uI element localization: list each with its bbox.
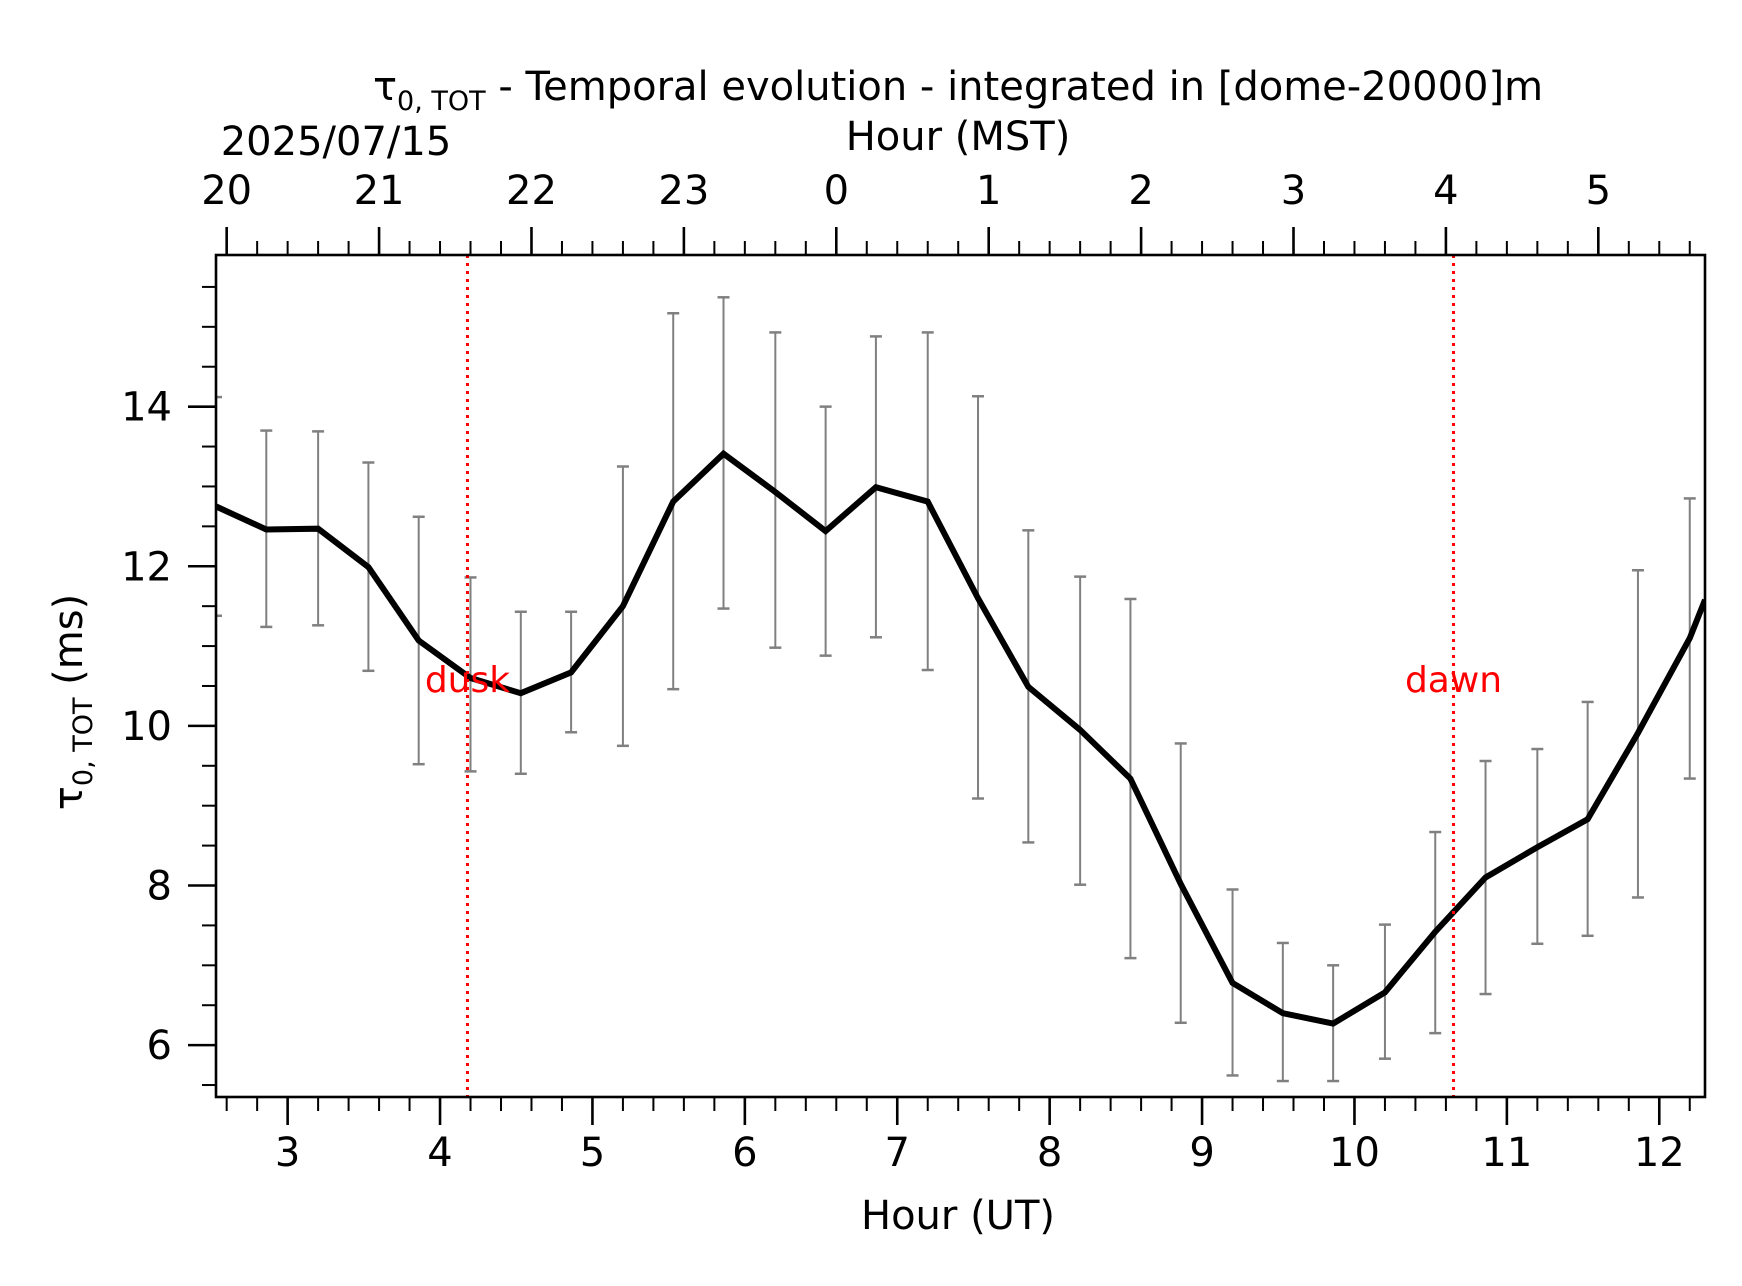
bottom-axis-label: Hour (UT) [861, 1193, 1055, 1239]
y-axis-label-symbol: τ [46, 786, 92, 810]
top-tick-label: 5 [1586, 168, 1611, 214]
top-tick-label: 0 [824, 168, 849, 214]
chart-title: τ0, TOT - Temporal evolution - integrate… [373, 64, 1543, 117]
top-tick-label: 22 [506, 168, 557, 214]
y-tick-label: 10 [121, 704, 172, 750]
x-tick-label: 3 [275, 1130, 300, 1176]
x-tick-label: 5 [580, 1130, 605, 1176]
dusk-label: dusk [425, 660, 510, 701]
x-tick-label: 10 [1329, 1130, 1380, 1176]
top-tick-label: 23 [658, 168, 709, 214]
top-tick-label: 2 [1128, 168, 1153, 214]
y-tick-label: 8 [147, 864, 172, 910]
top-tick-label: 1 [976, 168, 1001, 214]
top-tick-label: 21 [354, 168, 405, 214]
series-line [216, 449, 1705, 1027]
dawn-label: dawn [1405, 660, 1502, 701]
y-tick-label: 6 [147, 1023, 172, 1069]
y-tick-label: 12 [121, 544, 172, 590]
x-tick-label: 12 [1634, 1130, 1685, 1176]
line-layer [216, 449, 1705, 1027]
date-label: 2025/07/15 [221, 119, 452, 165]
x-tick-label: 8 [1037, 1130, 1062, 1176]
top-tick-label: 3 [1281, 168, 1306, 214]
x-tick-label: 4 [427, 1130, 452, 1176]
x-tick-label: 9 [1189, 1130, 1214, 1176]
x-tick-label: 7 [885, 1130, 910, 1176]
errorbar [216, 395, 222, 617]
top-axis-label: Hour (MST) [846, 114, 1071, 160]
x-tick-label: 6 [732, 1130, 757, 1176]
plot-frame [214, 253, 1707, 1099]
y-axis-label-subscript: 0, TOT [68, 697, 99, 786]
annotation-layer: dusk dawn [425, 255, 1502, 1097]
top-tick-label: 20 [201, 168, 252, 214]
y-axis-label-text: (ms) [46, 594, 92, 698]
y-axis-label: τ0, TOT (ms) [46, 594, 99, 810]
x-tick-label: 11 [1481, 1130, 1532, 1176]
chart-title-text: - Temporal evolution - integrated in [do… [486, 64, 1543, 110]
top-tick-label: 4 [1433, 168, 1458, 214]
y-tick-label: 14 [121, 385, 172, 431]
chart-title-symbol: τ [373, 64, 397, 110]
chart-title-subscript: 0, TOT [397, 86, 486, 117]
